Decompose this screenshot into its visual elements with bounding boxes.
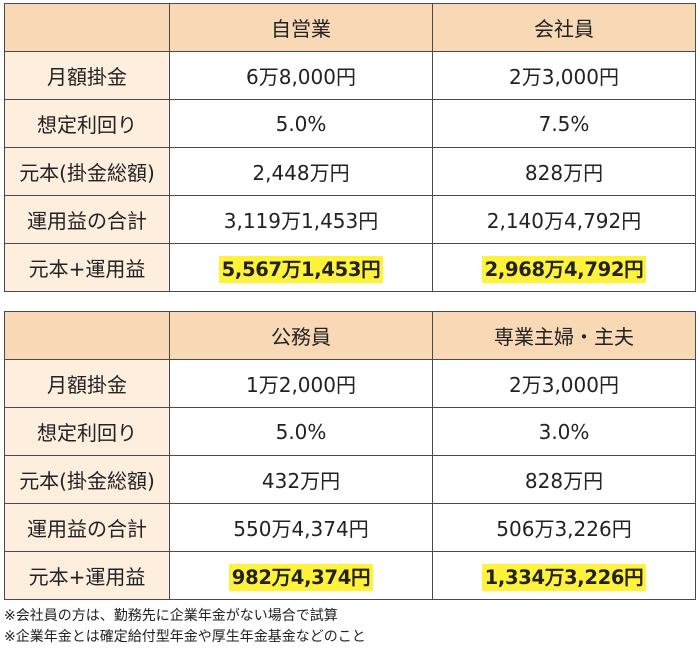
table-row: 想定利回り 5.0% 7.5% [4,99,696,148]
table-cell: 7.5% [432,99,696,148]
corner-cell [4,311,170,360]
table-cell: 2,448万円 [169,147,433,196]
table-cell: 5,567万1,453円 [169,243,433,292]
footnote: ※企業年金とは確定給付型年金や厚生年金基金などのこと [4,629,366,645]
corner-cell [4,3,170,52]
table-cell: 550万4,374円 [169,503,433,552]
table: 自営業 会社員 月額掛金 6万8,000円 2万3,000円 想定利回り 5.0… [4,3,696,292]
table: 公務員 専業主婦・主夫 月額掛金 1万2,000円 2万3,000円 想定利回り… [4,311,696,600]
table-row: 元本+運用益 5,567万1,453円 2,968万4,792円 [4,243,696,292]
highlighted-total: 2,968万4,792円 [481,256,647,283]
row-label-principal-plus-gain: 元本+運用益 [4,551,170,600]
table-row: 運用益の合計 550万4,374円 506万3,226円 [4,503,696,552]
table-cell: 506万3,226円 [432,503,696,552]
table-cell: 3.0% [432,407,696,456]
row-label-monthly-contribution: 月額掛金 [4,51,170,100]
table-cell: 2万3,000円 [432,51,696,100]
comparison-table-1: 自営業 会社員 月額掛金 6万8,000円 2万3,000円 想定利回り 5.0… [4,3,696,292]
comparison-table-2: 公務員 専業主婦・主夫 月額掛金 1万2,000円 2万3,000円 想定利回り… [4,311,696,600]
table-cell: 982万4,374円 [169,551,433,600]
table-cell: 432万円 [169,455,433,504]
table-cell: 3,119万1,453円 [169,195,433,244]
column-header-civil-servant: 公務員 [169,311,433,360]
table-row: 元本+運用益 982万4,374円 1,334万3,226円 [4,551,696,600]
table-row: 月額掛金 6万8,000円 2万3,000円 [4,51,696,100]
table-cell: 5.0% [169,99,433,148]
table-row: 元本(掛金総額) 2,448万円 828万円 [4,147,696,196]
table-cell: 2,140万4,792円 [432,195,696,244]
footnote: ※会社員の方は、勤務先に企業年金がない場合で試算 [4,608,338,624]
header-row: 公務員 専業主婦・主夫 [4,311,696,360]
footnotes: ※会社員の方は、勤務先に企業年金がない場合で試算 ※企業年金とは確定給付型年金や… [4,606,366,648]
table-row: 月額掛金 1万2,000円 2万3,000円 [4,359,696,408]
table-cell: 5.0% [169,407,433,456]
table-cell: 6万8,000円 [169,51,433,100]
highlighted-total: 982万4,374円 [228,564,374,591]
column-header-self-employed: 自営業 [169,3,433,52]
table-row: 元本(掛金総額) 432万円 828万円 [4,455,696,504]
row-label-principal: 元本(掛金総額) [4,147,170,196]
row-label-principal-plus-gain: 元本+運用益 [4,243,170,292]
highlighted-total: 1,334万3,226円 [481,564,647,591]
table-cell: 828万円 [432,455,696,504]
row-label-monthly-contribution: 月額掛金 [4,359,170,408]
table-row: 運用益の合計 3,119万1,453円 2,140万4,792円 [4,195,696,244]
row-label-assumed-yield: 想定利回り [4,407,170,456]
column-header-company-employee: 会社員 [432,3,696,52]
table-row: 想定利回り 5.0% 3.0% [4,407,696,456]
row-label-principal: 元本(掛金総額) [4,455,170,504]
table-cell: 1万2,000円 [169,359,433,408]
table-cell: 2万3,000円 [432,359,696,408]
table-cell: 828万円 [432,147,696,196]
highlighted-total: 5,567万1,453円 [218,256,384,283]
row-label-total-gain: 運用益の合計 [4,503,170,552]
table-cell: 2,968万4,792円 [432,243,696,292]
row-label-total-gain: 運用益の合計 [4,195,170,244]
header-row: 自営業 会社員 [4,3,696,52]
row-label-assumed-yield: 想定利回り [4,99,170,148]
column-header-homemaker: 専業主婦・主夫 [432,311,696,360]
table-cell: 1,334万3,226円 [432,551,696,600]
